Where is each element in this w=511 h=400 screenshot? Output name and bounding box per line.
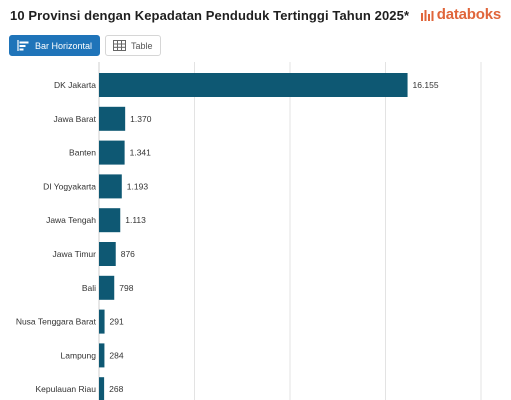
value-label: 291 bbox=[110, 317, 124, 327]
bar[interactable] bbox=[99, 174, 122, 199]
bar[interactable] bbox=[99, 242, 116, 266]
bar[interactable] bbox=[99, 275, 115, 300]
value-label: 284 bbox=[109, 350, 123, 360]
value-label: 16.155 bbox=[413, 80, 439, 90]
chart-title: 10 Provinsi dengan Kepadatan Penduduk Te… bbox=[10, 8, 410, 23]
category-label: Kepulauan Riau bbox=[36, 384, 97, 394]
bar[interactable] bbox=[99, 140, 125, 165]
table-icon bbox=[113, 40, 127, 51]
value-label: 798 bbox=[119, 283, 133, 293]
value-label: 1.113 bbox=[125, 215, 146, 225]
category-label: Banten bbox=[69, 148, 96, 158]
bar[interactable] bbox=[99, 309, 105, 334]
category-label: Jawa Tengah bbox=[46, 215, 96, 225]
bar[interactable] bbox=[99, 106, 126, 131]
value-label: 876 bbox=[121, 249, 135, 259]
category-label: Lampung bbox=[61, 350, 97, 360]
category-label: Nusa Tenggara Barat bbox=[16, 317, 97, 327]
view-tabs: Bar Horizontal Table bbox=[9, 35, 166, 56]
bar-chart-icon bbox=[17, 40, 29, 51]
value-label: 1.193 bbox=[127, 181, 149, 191]
category-label: Jawa Timur bbox=[53, 249, 97, 259]
category-label: DI Yogyakarta bbox=[43, 181, 96, 191]
tab-bar-horizontal-label: Bar Horizontal bbox=[35, 40, 93, 51]
value-label: 1.341 bbox=[130, 148, 152, 158]
tab-table[interactable]: Table bbox=[105, 35, 161, 56]
bar-chart: DK Jakarta 16.155 Jawa Barat 1.370 Banten 1.3… bbox=[16, 62, 482, 400]
databoks-logo-icon bbox=[420, 9, 434, 21]
value-label: 1.370 bbox=[130, 114, 152, 124]
category-label: DK Jakarta bbox=[54, 80, 96, 90]
value-label: 268 bbox=[109, 384, 123, 394]
bar[interactable] bbox=[99, 343, 105, 368]
bar[interactable] bbox=[99, 208, 121, 233]
bar[interactable] bbox=[99, 377, 105, 400]
brand-name: databoks bbox=[436, 6, 501, 23]
bar[interactable] bbox=[99, 73, 408, 97]
tab-table-label: Table bbox=[131, 40, 153, 51]
category-label: Jawa Barat bbox=[53, 114, 96, 124]
brand-logo[interactable]: databoks bbox=[420, 6, 501, 23]
tab-bar-horizontal[interactable]: Bar Horizontal bbox=[9, 35, 101, 56]
category-label: Bali bbox=[82, 283, 96, 293]
